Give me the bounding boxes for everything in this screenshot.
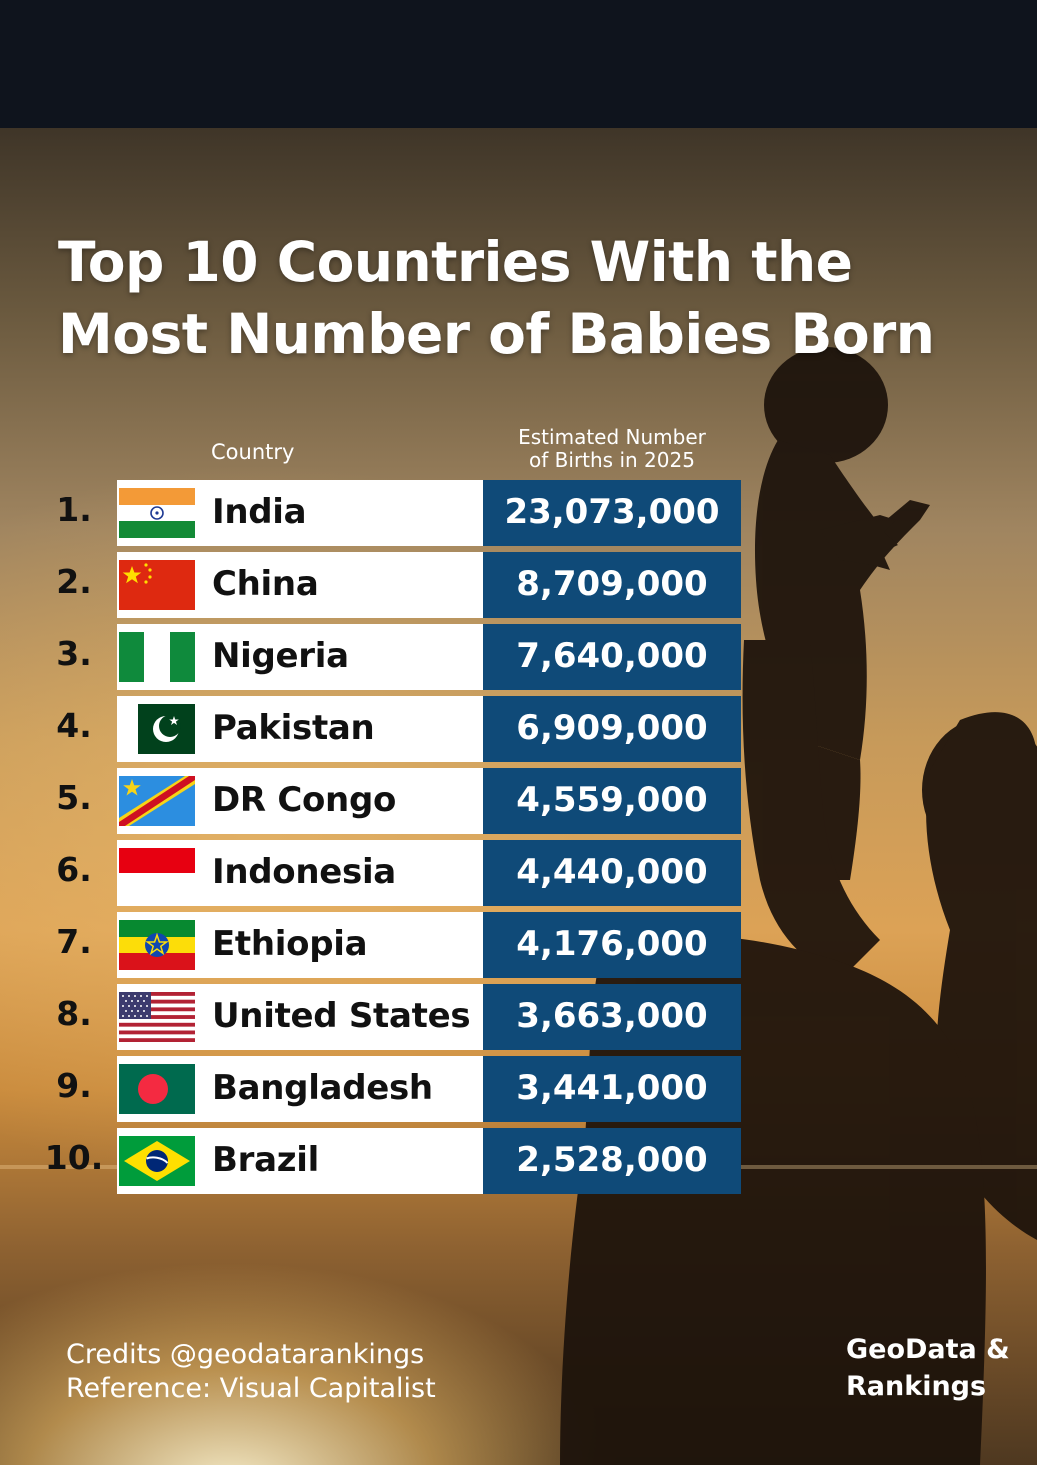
chart-title: Top 10 Countries With the Most Number of… <box>58 230 935 366</box>
value-box: 8,709,000 <box>483 552 741 618</box>
country-name: India <box>212 492 307 532</box>
india-flag-icon <box>119 488 195 538</box>
country-name: Brazil <box>212 1140 319 1180</box>
united-states-flag-icon <box>119 992 195 1042</box>
value-label: 8,709,000 <box>516 564 708 604</box>
rank-label: 6. <box>56 850 92 889</box>
value-label: 4,440,000 <box>516 852 708 892</box>
rank-label: 10. <box>44 1138 104 1177</box>
table-row: 5. DR Congo 4,559,000 <box>0 768 745 834</box>
country-name: Ethiopia <box>212 924 368 964</box>
rank-label: 3. <box>56 634 92 673</box>
country-name: Pakistan <box>212 708 375 748</box>
value-box: 3,663,000 <box>483 984 741 1050</box>
parent-and-baby-silhouette <box>0 347 1037 1465</box>
country-name: Bangladesh <box>212 1068 433 1108</box>
dr-congo-flag-icon <box>119 776 195 826</box>
table-row: 7. Ethiopia 4,176,000 <box>0 912 745 978</box>
country-name: Indonesia <box>212 852 396 892</box>
rank-label: 4. <box>56 706 92 745</box>
country-name: DR Congo <box>212 780 397 820</box>
brand-logo-text: GeoData & Rankings <box>846 1331 1010 1405</box>
country-name: United States <box>212 996 471 1036</box>
value-label: 7,640,000 <box>516 636 708 676</box>
value-box: 4,176,000 <box>483 912 741 978</box>
value-label: 23,073,000 <box>504 492 720 532</box>
rank-label: 1. <box>56 490 92 529</box>
value-label: 4,176,000 <box>516 924 708 964</box>
table-row: 2. China 8,709,000 <box>0 552 745 618</box>
table-row: 8. United States 3,663,000 <box>0 984 745 1050</box>
nigeria-flag-icon <box>119 632 195 682</box>
table-row: 6. Indonesia 4,440,000 <box>0 840 745 906</box>
value-box: 3,441,000 <box>483 1056 741 1122</box>
value-label: 6,909,000 <box>516 708 708 748</box>
value-label: 3,441,000 <box>516 1068 708 1108</box>
value-box: 4,440,000 <box>483 840 741 906</box>
value-label: 3,663,000 <box>516 996 708 1036</box>
table-row: 3. Nigeria 7,640,000 <box>0 624 745 690</box>
rank-label: 2. <box>56 562 92 601</box>
value-label: 2,528,000 <box>516 1140 708 1180</box>
column-header-births-line2: of Births in 2025 <box>529 448 695 472</box>
value-label: 4,559,000 <box>516 780 708 820</box>
rank-label: 9. <box>56 1066 92 1105</box>
table-row: 10. Brazil 2,528,000 <box>0 1128 745 1194</box>
indonesia-flag-icon <box>119 848 195 898</box>
rank-label: 5. <box>56 778 92 817</box>
table-row: 4. Pakistan 6,909,000 <box>0 696 745 762</box>
value-box: 6,909,000 <box>483 696 741 762</box>
reference-line: Reference: Visual Capitalist <box>66 1373 436 1404</box>
background-photo <box>0 128 1037 1465</box>
column-header-births: Estimated Number of Births in 2025 <box>492 426 732 472</box>
rank-label: 8. <box>56 994 92 1033</box>
value-box: 23,073,000 <box>483 480 741 546</box>
credits-text: Credits @geodatarankings Reference: Visu… <box>66 1338 436 1406</box>
rank-label: 7. <box>56 922 92 961</box>
value-box: 2,528,000 <box>483 1128 741 1194</box>
table-row: 1. India 23,073,000 <box>0 480 745 546</box>
brazil-flag-icon <box>119 1136 195 1186</box>
ethiopia-flag-icon <box>119 920 195 970</box>
country-name: China <box>212 564 319 604</box>
brand-line-2: Rankings <box>846 1371 987 1402</box>
column-header-births-line1: Estimated Number <box>518 425 706 449</box>
brand-line-1: GeoData & <box>846 1334 1010 1365</box>
bangladesh-flag-icon <box>119 1064 195 1114</box>
table-row: 9. Bangladesh 3,441,000 <box>0 1056 745 1122</box>
credits-line: Credits @geodatarankings <box>66 1339 425 1370</box>
country-name: Nigeria <box>212 636 349 676</box>
value-box: 4,559,000 <box>483 768 741 834</box>
value-box: 7,640,000 <box>483 624 741 690</box>
column-header-country: Country <box>211 440 295 464</box>
pakistan-flag-icon <box>119 704 195 754</box>
china-flag-icon <box>119 560 195 610</box>
